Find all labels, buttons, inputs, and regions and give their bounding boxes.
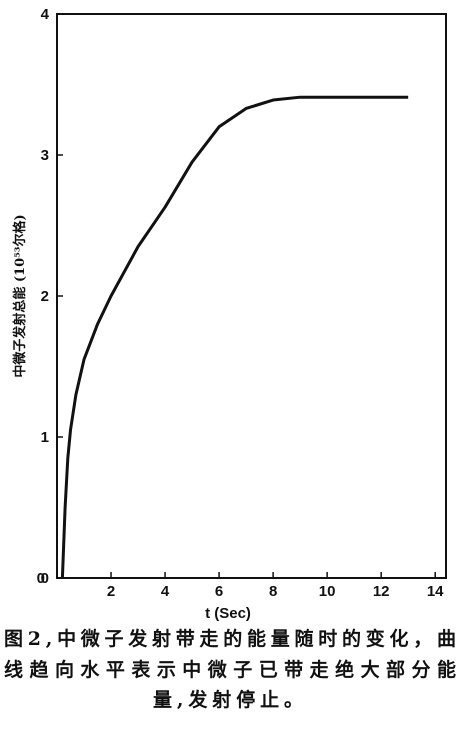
y-tick-label: 3 [41, 147, 49, 164]
y-tick-label: 1 [41, 429, 49, 446]
x-tick-label: 14 [427, 583, 444, 600]
x-tick-label: 8 [269, 583, 277, 600]
caption-line: 图2,中微子发射带走的能量随时的变化，曲 [4, 627, 456, 650]
x-tick-label: 0 [37, 570, 45, 587]
x-tick-label: 6 [215, 583, 223, 600]
y-tick-label: 2 [41, 288, 49, 305]
x-tick-label: 4 [161, 583, 170, 600]
y-axis-label: 中微子发射总能 (10⁵³尔格) [12, 214, 28, 377]
caption-line: 量,发射停止。 [153, 688, 303, 711]
x-tick-label: 12 [373, 583, 390, 600]
caption-line: 线趋向水平表示中微子已带走绝大部分能 [4, 658, 456, 681]
x-axis-label: t (Sec) [205, 605, 251, 622]
y-tick-label: 4 [41, 6, 50, 23]
line-series [60, 95, 409, 579]
x-tick-label: 2 [107, 583, 115, 600]
y-tick-label: 0 [41, 570, 49, 587]
x-tick-label: 10 [319, 583, 336, 600]
